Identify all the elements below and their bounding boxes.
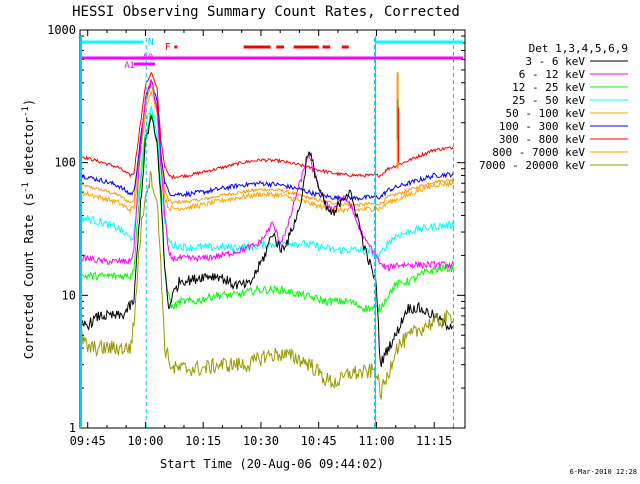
y-axis-label-sup1: -1: [21, 182, 31, 193]
plot-frame: [79, 29, 466, 429]
legend-label: 7000 - 20000 keV: [479, 159, 585, 172]
series-line-2: [80, 112, 454, 313]
x-tick-label: 09:45: [70, 434, 106, 448]
legend-label: 800 - 7000 keV: [492, 146, 585, 159]
y-axis-label-main: Corrected Count Rate (s: [22, 193, 36, 359]
y-axis-label: Corrected Count Rate (s-1 detector-1): [21, 99, 36, 359]
series-line-1: [80, 79, 454, 273]
svg-text:Corrected Count Rate (s-1 dete: Corrected Count Rate (s-1 detector-1): [21, 99, 36, 359]
legend-label: 100 - 300 keV: [499, 120, 585, 133]
series-line-8: [80, 171, 454, 401]
x-tick-label: 11:00: [358, 434, 394, 448]
series-line-3: [80, 105, 454, 259]
legend-label: 50 - 100 keV: [506, 107, 586, 120]
x-axis-label: Start Time (20-Aug-06 09:44:02): [160, 457, 384, 471]
night-marker-label: N: [148, 37, 154, 48]
x-tick-label: 10:00: [127, 434, 163, 448]
legend-label: 6 - 12 keV: [519, 68, 586, 81]
x-tick-label: 10:30: [243, 434, 279, 448]
series-line-0: [80, 115, 454, 368]
x-tick-label: 10:45: [301, 434, 337, 448]
y-axis-label-end: ): [22, 99, 36, 106]
chart-title: HESSI Observing Summary Count Rates, Cor…: [72, 4, 460, 20]
legend-label: 25 - 50 keV: [512, 94, 585, 107]
legend-title: Det 1,3,4,5,6,9: [529, 42, 628, 55]
x-tick-label: 11:15: [416, 434, 452, 448]
flare-marker-label: F: [165, 42, 171, 53]
series-line-6: [80, 71, 454, 180]
y-axis-label-sup2: -1: [21, 106, 31, 117]
plot-timestamp: 6-Mar-2010 12:28: [570, 468, 637, 476]
y-axis-label-mid: detector: [22, 117, 36, 182]
y-tick-label: 10: [62, 288, 76, 302]
legend-label: 12 - 25 keV: [512, 81, 585, 94]
series-line-4: [80, 89, 454, 215]
x-tick-label: 10:15: [185, 434, 221, 448]
legend-label: 3 - 6 keV: [525, 55, 585, 68]
legend-label: 300 - 800 keV: [499, 133, 585, 146]
x-axis: 09:45 10:00 10:15 10:30 10:45 11:00 11:15: [70, 30, 454, 448]
attenuator-label-a0: A0: [142, 53, 153, 63]
y-tick-label: 1000: [47, 23, 76, 37]
y-tick-label: 1: [69, 421, 76, 435]
y-tick-label: 100: [54, 156, 76, 170]
y-axis: 1 10 100 1000: [47, 23, 465, 435]
attenuator-label-a1: A1: [124, 61, 135, 71]
